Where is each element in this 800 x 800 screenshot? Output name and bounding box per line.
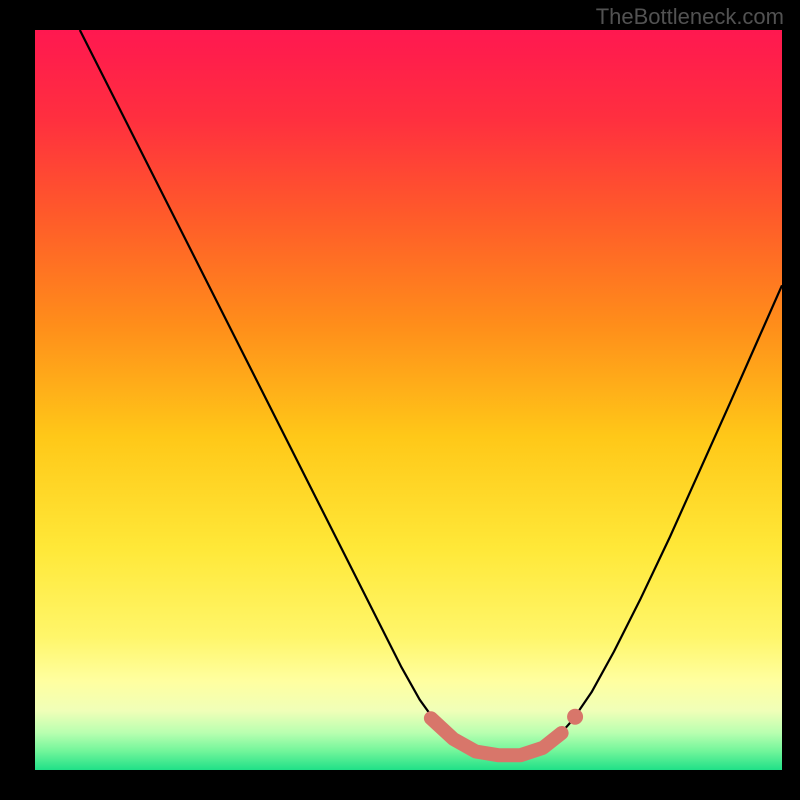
plot-area bbox=[35, 30, 782, 770]
watermark-text: TheBottleneck.com bbox=[596, 4, 784, 30]
trough-highlight bbox=[431, 718, 562, 755]
curve-layer bbox=[35, 30, 782, 770]
bottleneck-curve bbox=[80, 30, 782, 755]
bottleneck-chart: TheBottleneck.com bbox=[0, 0, 800, 800]
trough-end-marker bbox=[567, 709, 583, 725]
